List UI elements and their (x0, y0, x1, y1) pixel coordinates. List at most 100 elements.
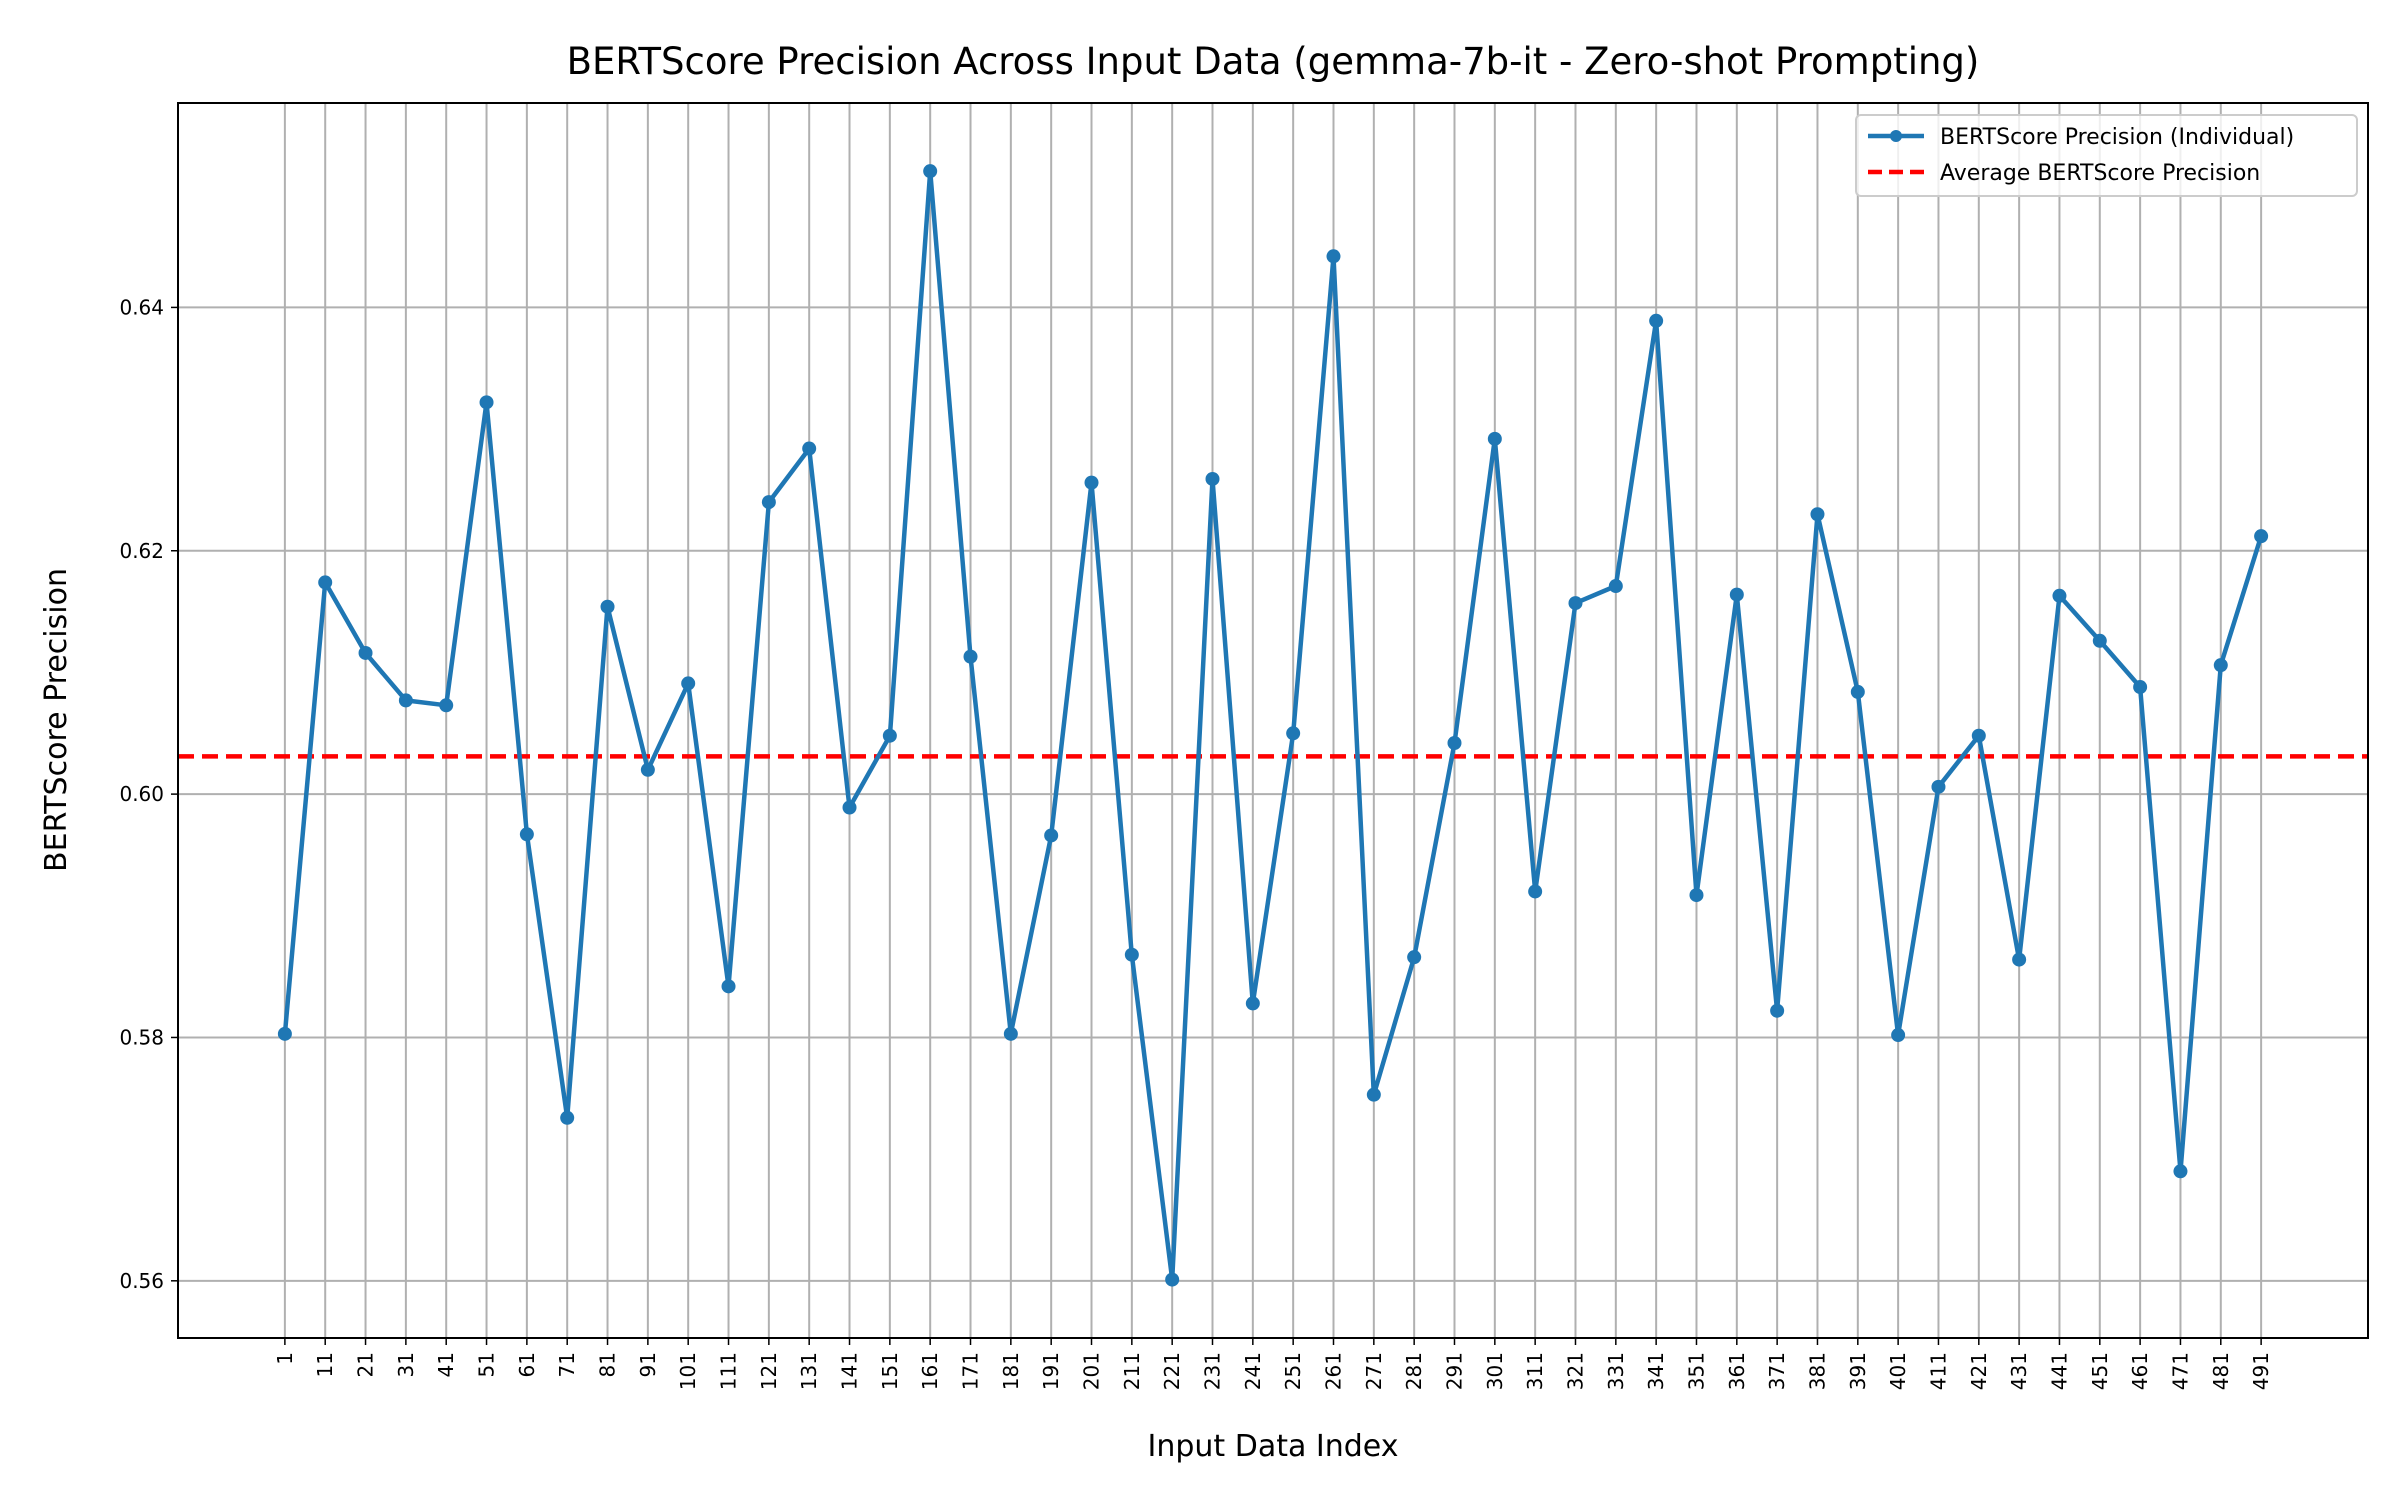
data-point (640, 762, 655, 777)
x-tick-label: 491 (2249, 1352, 2273, 1390)
data-point (1891, 1028, 1906, 1043)
x-tick-label: 211 (1120, 1352, 1144, 1390)
data-point (1286, 726, 1301, 741)
x-tick-label: 181 (999, 1352, 1023, 1390)
y-tick-label: 0.62 (119, 539, 164, 563)
x-tick-label: 21 (354, 1352, 378, 1377)
data-point (600, 599, 615, 614)
x-tick-label: 121 (757, 1352, 781, 1390)
x-tick-label: 71 (555, 1352, 579, 1377)
x-tick-label: 251 (1281, 1352, 1305, 1390)
legend-average-label: Average BERTScore Precision (1940, 161, 2260, 186)
y-axis-label: BERTScore Precision (39, 568, 74, 872)
data-point (1366, 1087, 1381, 1102)
x-tick-label: 51 (475, 1352, 499, 1377)
data-point (1407, 950, 1422, 965)
data-point (1487, 431, 1502, 446)
x-tick-label: 161 (918, 1352, 942, 1390)
x-tick-label: 301 (1483, 1352, 1507, 1390)
data-point (2052, 588, 2067, 603)
data-point (2012, 952, 2027, 967)
data-point (2133, 680, 2148, 695)
x-tick-label: 191 (1039, 1352, 1063, 1390)
x-tick-label: 391 (1846, 1352, 1870, 1390)
data-point (2092, 633, 2107, 648)
x-tick-label: 111 (717, 1352, 741, 1390)
x-tick-label: 171 (959, 1352, 983, 1390)
data-point (1568, 596, 1583, 611)
x-tick-label: 231 (1201, 1352, 1225, 1390)
data-point (1850, 684, 1865, 699)
x-tick-label: 261 (1321, 1352, 1345, 1390)
data-point (1084, 475, 1099, 490)
y-axis-ticks: 0.56 0.58 0.60 0.62 0.64 (119, 295, 178, 1293)
x-tick-label: 381 (1805, 1352, 1829, 1390)
data-point (1971, 728, 1986, 743)
series-line-individual (282, 168, 2264, 1282)
x-tick-label: 361 (1725, 1352, 1749, 1390)
data-point (1447, 736, 1462, 751)
x-tick-label: 471 (2168, 1352, 2192, 1390)
data-point (1003, 1026, 1018, 1041)
x-tick-label: 281 (1402, 1352, 1426, 1390)
x-tick-label: 421 (1967, 1352, 1991, 1390)
y-tick-label: 0.56 (119, 1269, 164, 1293)
x-tick-label: 141 (838, 1352, 862, 1390)
legend-individual-marker (1890, 130, 1902, 142)
data-point (2173, 1164, 2188, 1179)
x-tick-label: 481 (2209, 1352, 2233, 1390)
x-tick-label: 101 (676, 1352, 700, 1390)
legend-individual-label: BERTScore Precision (Individual) (1940, 125, 2294, 150)
data-point (1689, 888, 1704, 903)
data-point (439, 698, 454, 713)
data-point (1770, 1003, 1785, 1018)
data-point (560, 1110, 575, 1125)
data-point (1326, 249, 1341, 264)
data-point (1931, 779, 1946, 794)
data-point (358, 645, 373, 660)
data-point (882, 728, 897, 743)
x-tick-label: 291 (1442, 1352, 1466, 1390)
x-tick-label: 431 (2007, 1352, 2031, 1390)
legend: BERTScore Precision (Individual) Average… (1855, 114, 2358, 197)
x-tick-label: 91 (636, 1352, 660, 1377)
x-tick-label: 401 (1886, 1352, 1910, 1390)
x-tick-label: 461 (2128, 1352, 2152, 1390)
x-axis-ticks: 1 11 21 31 41 51 61 71 81 91 101 111 121 131 141 151 161… (273, 1338, 2273, 1390)
data-point (1165, 1272, 1180, 1287)
x-tick-label: 241 (1241, 1352, 1265, 1390)
grid-lines (178, 103, 2368, 1338)
x-tick-label: 321 (1563, 1352, 1587, 1390)
x-axis-label: Input Data Index (1148, 1429, 1399, 1464)
y-tick-label: 0.60 (119, 782, 164, 806)
legend-box (1855, 114, 2358, 197)
x-tick-label: 341 (1644, 1352, 1668, 1390)
data-point (842, 800, 857, 815)
x-tick-label: 311 (1523, 1352, 1547, 1390)
data-point (681, 676, 696, 691)
data-point (1205, 471, 1220, 486)
data-point (1245, 996, 1260, 1011)
data-point (923, 164, 938, 179)
data-point (1124, 947, 1139, 962)
data-point (963, 649, 978, 664)
x-tick-label: 151 (878, 1352, 902, 1390)
x-tick-label: 31 (394, 1352, 418, 1377)
data-point (1528, 884, 1543, 899)
data-point (721, 979, 736, 994)
x-tick-label: 131 (797, 1352, 821, 1390)
x-tick-label: 201 (1080, 1352, 1104, 1390)
x-tick-label: 411 (1926, 1352, 1950, 1390)
data-point (479, 395, 494, 410)
x-tick-label: 371 (1765, 1352, 1789, 1390)
data-point (802, 441, 817, 456)
x-tick-label: 61 (515, 1352, 539, 1377)
plot-frame (177, 102, 2369, 1339)
x-tick-label: 221 (1160, 1352, 1184, 1390)
x-tick-label: 351 (1684, 1352, 1708, 1390)
data-point (398, 693, 413, 708)
x-tick-label: 41 (434, 1352, 458, 1377)
x-tick-label: 11 (313, 1352, 337, 1377)
